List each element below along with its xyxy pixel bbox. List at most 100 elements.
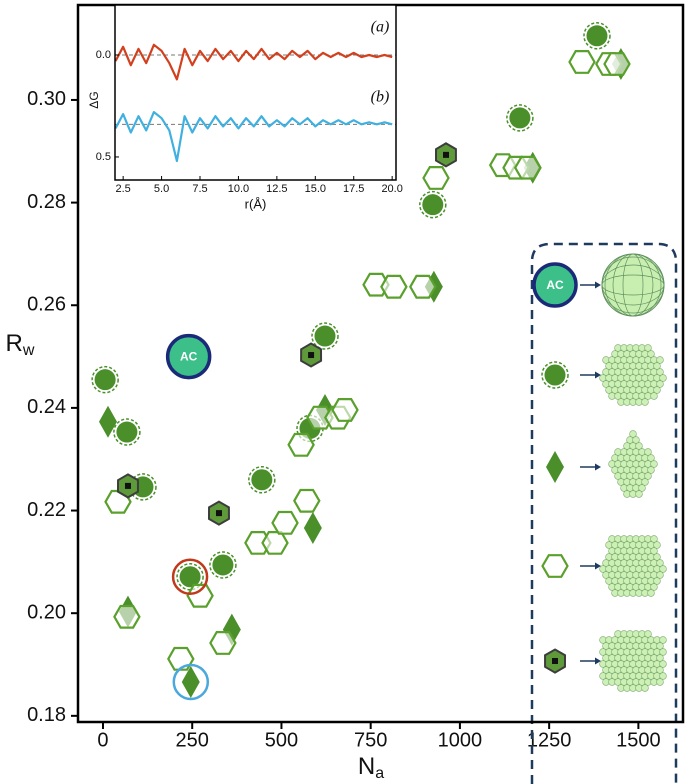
- data-point: [568, 49, 596, 74]
- data-point: [300, 342, 323, 368]
- data-point: [113, 418, 141, 446]
- data-point: [513, 155, 542, 180]
- legend-entry: [541, 344, 667, 406]
- hexagon-shape: [380, 274, 408, 299]
- sphere-core: [251, 469, 273, 491]
- sphere-halo: [506, 104, 534, 132]
- hexagon-shape: [409, 274, 437, 299]
- hexagon-shape: [167, 646, 195, 671]
- data-point: [207, 500, 230, 526]
- legend-entry: [544, 630, 667, 692]
- inset-x-tick-label: 12.5: [266, 183, 287, 195]
- data-point: [113, 604, 141, 629]
- x-tick-label: 500: [265, 729, 298, 751]
- data-point: [409, 274, 437, 299]
- data-point: [209, 551, 237, 579]
- cluster-atom: [659, 374, 667, 382]
- hexagon-center: [308, 352, 315, 359]
- sphere-halo: [583, 22, 611, 50]
- diamond-shape: [98, 405, 117, 438]
- legend-arrowhead: [595, 371, 601, 379]
- sphere-halo: [209, 551, 237, 579]
- cluster-atom: [653, 541, 661, 549]
- cluster-atom: [653, 362, 661, 370]
- cluster-atom: [638, 484, 646, 492]
- hexagon-center: [442, 151, 449, 158]
- hexagon-shape: [244, 530, 272, 555]
- cluster-atom: [656, 368, 664, 376]
- hexagon-center: [552, 658, 558, 664]
- y-label-main: R: [6, 330, 23, 357]
- cluster-atom: [641, 398, 649, 406]
- legend-arrowhead: [595, 463, 601, 471]
- cluster-atom: [656, 356, 664, 364]
- hexagon-shape: [293, 488, 321, 513]
- data-point: [435, 142, 457, 168]
- cluster-mesh: [601, 256, 665, 314]
- data-point: [167, 646, 195, 671]
- inset-annotation: (b): [371, 89, 390, 106]
- data-point: [306, 405, 334, 430]
- inset-background: [115, 5, 396, 180]
- hexagon-shape: [422, 166, 450, 190]
- cluster-atom: [650, 583, 658, 591]
- y-tick-label: 0.20: [27, 601, 66, 623]
- cluster-atom: [635, 442, 643, 450]
- x-label-sub: a: [375, 765, 384, 782]
- hexagon-shape: [541, 554, 569, 578]
- data-point: [181, 665, 200, 698]
- data-point: [271, 510, 299, 535]
- hexagon-shape: [186, 583, 214, 608]
- data-point: [506, 104, 534, 132]
- data-point: [419, 190, 447, 219]
- data-point: [186, 583, 214, 608]
- x-tick-label: 1500: [616, 729, 661, 751]
- sphere-core: [586, 25, 608, 47]
- hexagon-shape: [113, 604, 141, 629]
- highlight-ring: [171, 558, 209, 596]
- data-point: [248, 465, 276, 494]
- sphere-core: [509, 107, 531, 129]
- sphere-core: [116, 421, 138, 443]
- sphere-halo: [541, 361, 569, 389]
- y-tick-label: 0.22: [27, 499, 66, 521]
- x-tick-label: 1250: [527, 729, 572, 751]
- hexagon-shape: [306, 405, 334, 430]
- inset-annotation: (a): [371, 19, 390, 36]
- inset-x-tick-label: 15.0: [305, 183, 326, 195]
- cluster-atom: [656, 571, 664, 579]
- x-axis-label: Na: [358, 753, 384, 782]
- sphere-halo: [419, 190, 447, 219]
- hexagon-shape: [209, 630, 237, 655]
- cluster-atom: [656, 559, 664, 567]
- y-tick-label: 0.28: [27, 191, 66, 213]
- cluster-atom: [644, 344, 652, 352]
- legend-entry: [546, 430, 658, 498]
- data-point: [261, 530, 289, 555]
- sphere-halo: [311, 322, 339, 350]
- inset-y-tick-label: 0.5: [96, 151, 111, 163]
- cluster-atom: [644, 448, 652, 456]
- hexagon-shape: [568, 49, 596, 74]
- y-tick-label: 0.26: [27, 294, 66, 316]
- cluster-atom: [656, 678, 664, 686]
- cluster-atom: [656, 642, 664, 650]
- legend-box: [530, 242, 678, 784]
- cluster-atom: [644, 472, 652, 480]
- inset-x-tick-label: 2.5: [115, 183, 130, 195]
- legend-entry: AC: [532, 253, 665, 317]
- cluster-atom: [653, 577, 661, 585]
- data-point: [311, 322, 339, 350]
- cluster-atom: [659, 672, 667, 680]
- inset-line: [114, 43, 393, 81]
- data-point: [583, 22, 611, 50]
- data-point: [244, 530, 272, 555]
- inset-y-label: ΔG: [87, 91, 101, 108]
- sphere-halo: [113, 418, 141, 446]
- cluster-atom: [659, 636, 667, 644]
- inset-x-tick-label: 5.0: [154, 183, 169, 195]
- inset-frame: [114, 4, 397, 181]
- data-point: [303, 511, 322, 544]
- data-point: [422, 166, 450, 190]
- cluster-atom: [656, 380, 664, 388]
